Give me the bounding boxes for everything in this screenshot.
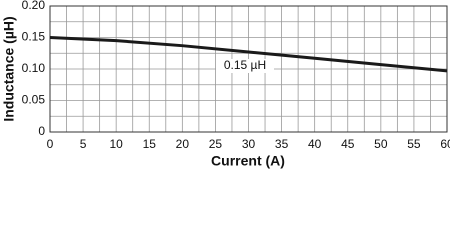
x-tick-label: 35 bbox=[275, 137, 289, 151]
x-tick-label: 15 bbox=[143, 137, 157, 151]
x-axis-label: Current (A) bbox=[211, 153, 285, 169]
y-tick-label: 0.10 bbox=[22, 61, 46, 75]
x-tick-label: 10 bbox=[109, 137, 123, 151]
annotation: 0.15 µH bbox=[224, 58, 266, 72]
y-tick-label: 0.05 bbox=[22, 93, 46, 107]
x-tick-label: 30 bbox=[242, 137, 256, 151]
x-tick-label: 50 bbox=[374, 137, 388, 151]
x-tick-label: 55 bbox=[407, 137, 421, 151]
plot-frame bbox=[49, 5, 448, 133]
y-tick-label: 0.15 bbox=[22, 30, 46, 44]
x-tick-label: 0 bbox=[47, 137, 54, 151]
x-tick-label: 40 bbox=[308, 137, 322, 151]
data-line bbox=[49, 36, 448, 73]
x-tick-label: 45 bbox=[341, 137, 355, 151]
annotation-bg bbox=[216, 59, 274, 73]
y-tick-label: 0 bbox=[38, 124, 45, 138]
x-tick-label: 25 bbox=[209, 137, 223, 151]
x-tick-label: 60 bbox=[440, 137, 450, 151]
chart: Current (A) Inductance (µH) 0 5 10 15 20 25 30… bbox=[1, 0, 450, 169]
x-tick-label: 20 bbox=[176, 137, 190, 151]
y-axis-label: Inductance (µH) bbox=[1, 16, 17, 121]
x-tick-label: 5 bbox=[80, 137, 87, 151]
y-tick-label: 0.20 bbox=[22, 0, 46, 12]
